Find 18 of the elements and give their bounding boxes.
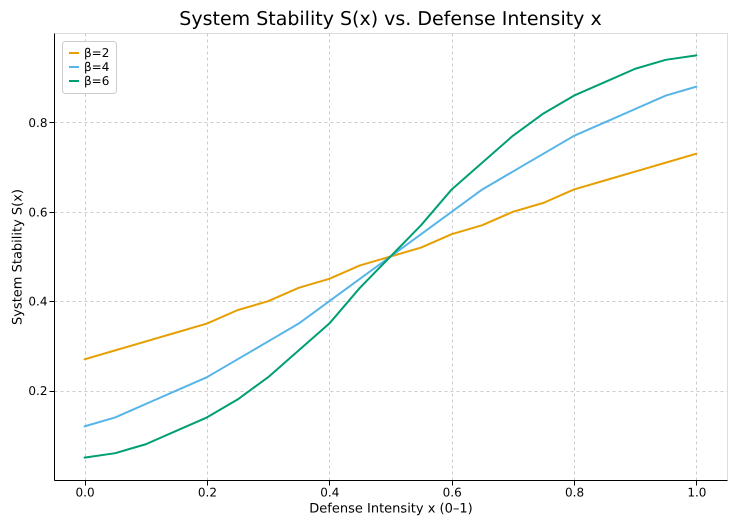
legend-label: β=4 <box>84 60 110 74</box>
x-tick-label: 0.8 <box>565 486 584 500</box>
y-tick-label: 0.4 <box>28 294 48 309</box>
x-tick-label: 0.6 <box>442 486 462 500</box>
y-tick-label: 0.6 <box>28 205 48 220</box>
legend-label: β=6 <box>84 74 110 88</box>
chart-title: System Stability S(x) vs. Defense Intensity x <box>179 8 602 30</box>
line-series <box>84 152 698 360</box>
x-tick-label: 0.2 <box>198 486 217 500</box>
y-tick-label: 0.2 <box>28 384 48 398</box>
x-tick-label: 0.0 <box>76 486 95 500</box>
y-tick-label: 0.8 <box>28 116 48 130</box>
legend-label: β=2 <box>84 46 110 60</box>
x-tick-label: 1.0 <box>687 486 706 500</box>
y-axis-title: System Stability S(x) <box>10 188 26 326</box>
x-axis-title: Defense Intensity x (0–1) <box>309 502 473 516</box>
x-tick-label: 0.4 <box>320 486 340 500</box>
line-series <box>84 86 698 428</box>
